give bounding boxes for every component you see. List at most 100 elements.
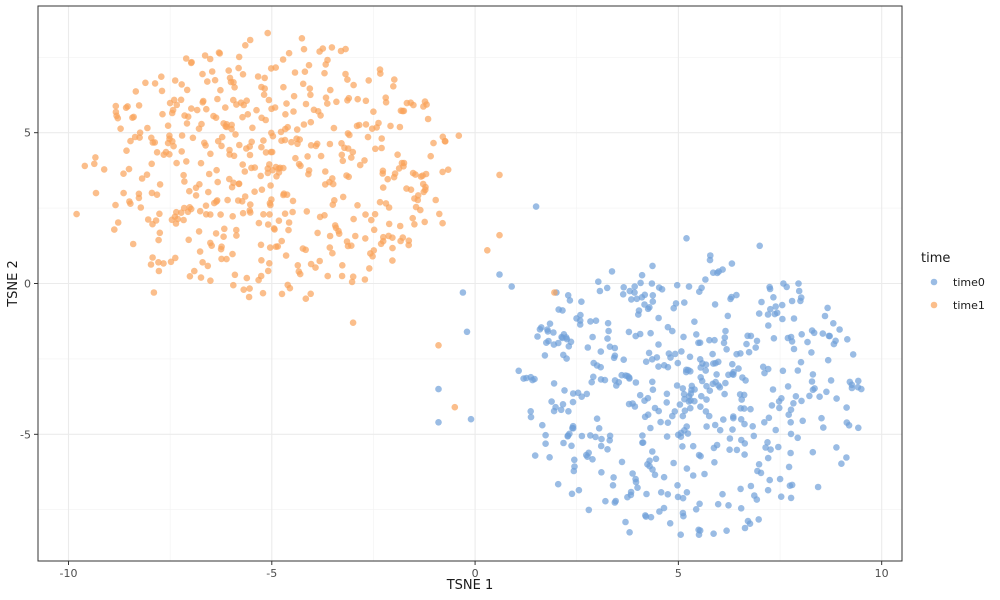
point-time1 — [444, 166, 452, 173]
point-time0 — [670, 304, 677, 312]
point-time0 — [689, 442, 697, 450]
point-time0 — [608, 268, 616, 275]
point-time0 — [720, 339, 728, 347]
point-time1 — [432, 196, 440, 204]
point-time1 — [127, 137, 134, 145]
point-time0 — [669, 327, 676, 335]
point-time0 — [633, 295, 641, 303]
point-time0 — [655, 341, 662, 348]
point-time0 — [649, 292, 657, 299]
point-time1 — [199, 99, 206, 106]
point-time1 — [120, 189, 127, 197]
point-time0 — [751, 492, 758, 499]
point-time0 — [649, 466, 656, 473]
point-time0 — [564, 292, 572, 299]
point-time0 — [584, 344, 592, 351]
point-time0 — [634, 484, 641, 492]
point-time0 — [723, 346, 730, 353]
point-time1 — [143, 171, 151, 178]
y-tick-label: 0 — [24, 278, 31, 291]
point-time0 — [637, 279, 644, 287]
point-time1 — [251, 164, 259, 171]
point-time1 — [182, 55, 190, 62]
point-time1 — [376, 198, 384, 206]
point-time0 — [643, 490, 650, 498]
point-time1 — [202, 202, 210, 209]
point-time1 — [362, 97, 370, 105]
point-time1 — [262, 149, 270, 156]
point-time0 — [820, 424, 827, 431]
point-time1 — [321, 69, 328, 77]
point-time0 — [808, 378, 816, 385]
point-time1 — [172, 254, 179, 262]
point-time1 — [148, 189, 156, 197]
point-time0 — [598, 435, 605, 443]
point-time1 — [271, 104, 279, 111]
point-time0 — [819, 330, 827, 337]
point-time1 — [306, 85, 314, 92]
point-time1 — [210, 112, 217, 120]
point-time0 — [660, 504, 668, 512]
point-time0 — [788, 481, 796, 489]
point-time0 — [777, 493, 785, 501]
point-time0 — [790, 315, 798, 322]
point-time0 — [747, 482, 755, 490]
point-time1 — [333, 98, 340, 106]
point-time1 — [378, 135, 386, 142]
point-time1 — [244, 111, 252, 118]
point-time0 — [715, 268, 722, 275]
point-time0 — [720, 416, 727, 423]
point-time1 — [295, 160, 303, 168]
point-time1 — [239, 161, 246, 168]
point-time0 — [515, 367, 522, 375]
point-time1 — [326, 244, 334, 251]
point-time0 — [679, 385, 687, 392]
point-time1 — [436, 210, 443, 218]
point-time1 — [262, 116, 270, 124]
point-time0 — [754, 467, 761, 475]
point-time0 — [619, 291, 627, 298]
point-time1 — [230, 152, 238, 160]
point-time0 — [555, 306, 562, 313]
point-time0 — [538, 324, 545, 331]
x-tick-label: -10 — [60, 567, 78, 580]
point-time0 — [569, 390, 577, 397]
point-time1 — [223, 255, 230, 263]
point-time0 — [595, 278, 602, 286]
point-time0 — [627, 491, 635, 499]
point-time1 — [261, 74, 269, 82]
point-time0 — [797, 358, 805, 366]
point-time1 — [235, 53, 243, 61]
point-time1 — [152, 217, 160, 224]
point-time1 — [258, 83, 265, 91]
point-time0 — [722, 379, 729, 387]
point-time0 — [679, 443, 686, 450]
point-time1 — [212, 230, 220, 237]
point-time1 — [283, 100, 290, 107]
point-time0 — [620, 356, 627, 364]
point-time0 — [529, 376, 536, 384]
point-time0 — [604, 446, 611, 453]
point-time1 — [186, 187, 193, 195]
point-time0 — [716, 426, 724, 434]
point-time0 — [702, 276, 709, 283]
point-time1 — [344, 97, 351, 104]
y-axis-title: TSNE 2 — [6, 260, 21, 308]
point-time1 — [378, 144, 385, 152]
point-time1 — [329, 249, 336, 257]
point-time0 — [631, 289, 638, 296]
point-time0 — [435, 385, 442, 393]
point-time0 — [571, 456, 578, 464]
point-time1 — [387, 122, 394, 130]
point-time0 — [674, 359, 682, 367]
point-time0 — [749, 423, 756, 430]
point-time1 — [496, 231, 503, 239]
point-time1 — [384, 175, 392, 183]
point-time1 — [218, 255, 225, 263]
point-time0 — [723, 527, 730, 534]
point-time0 — [715, 358, 722, 366]
point-time1 — [223, 123, 230, 131]
point-time1 — [173, 159, 180, 167]
point-time1 — [337, 47, 345, 55]
point-time1 — [271, 226, 278, 233]
